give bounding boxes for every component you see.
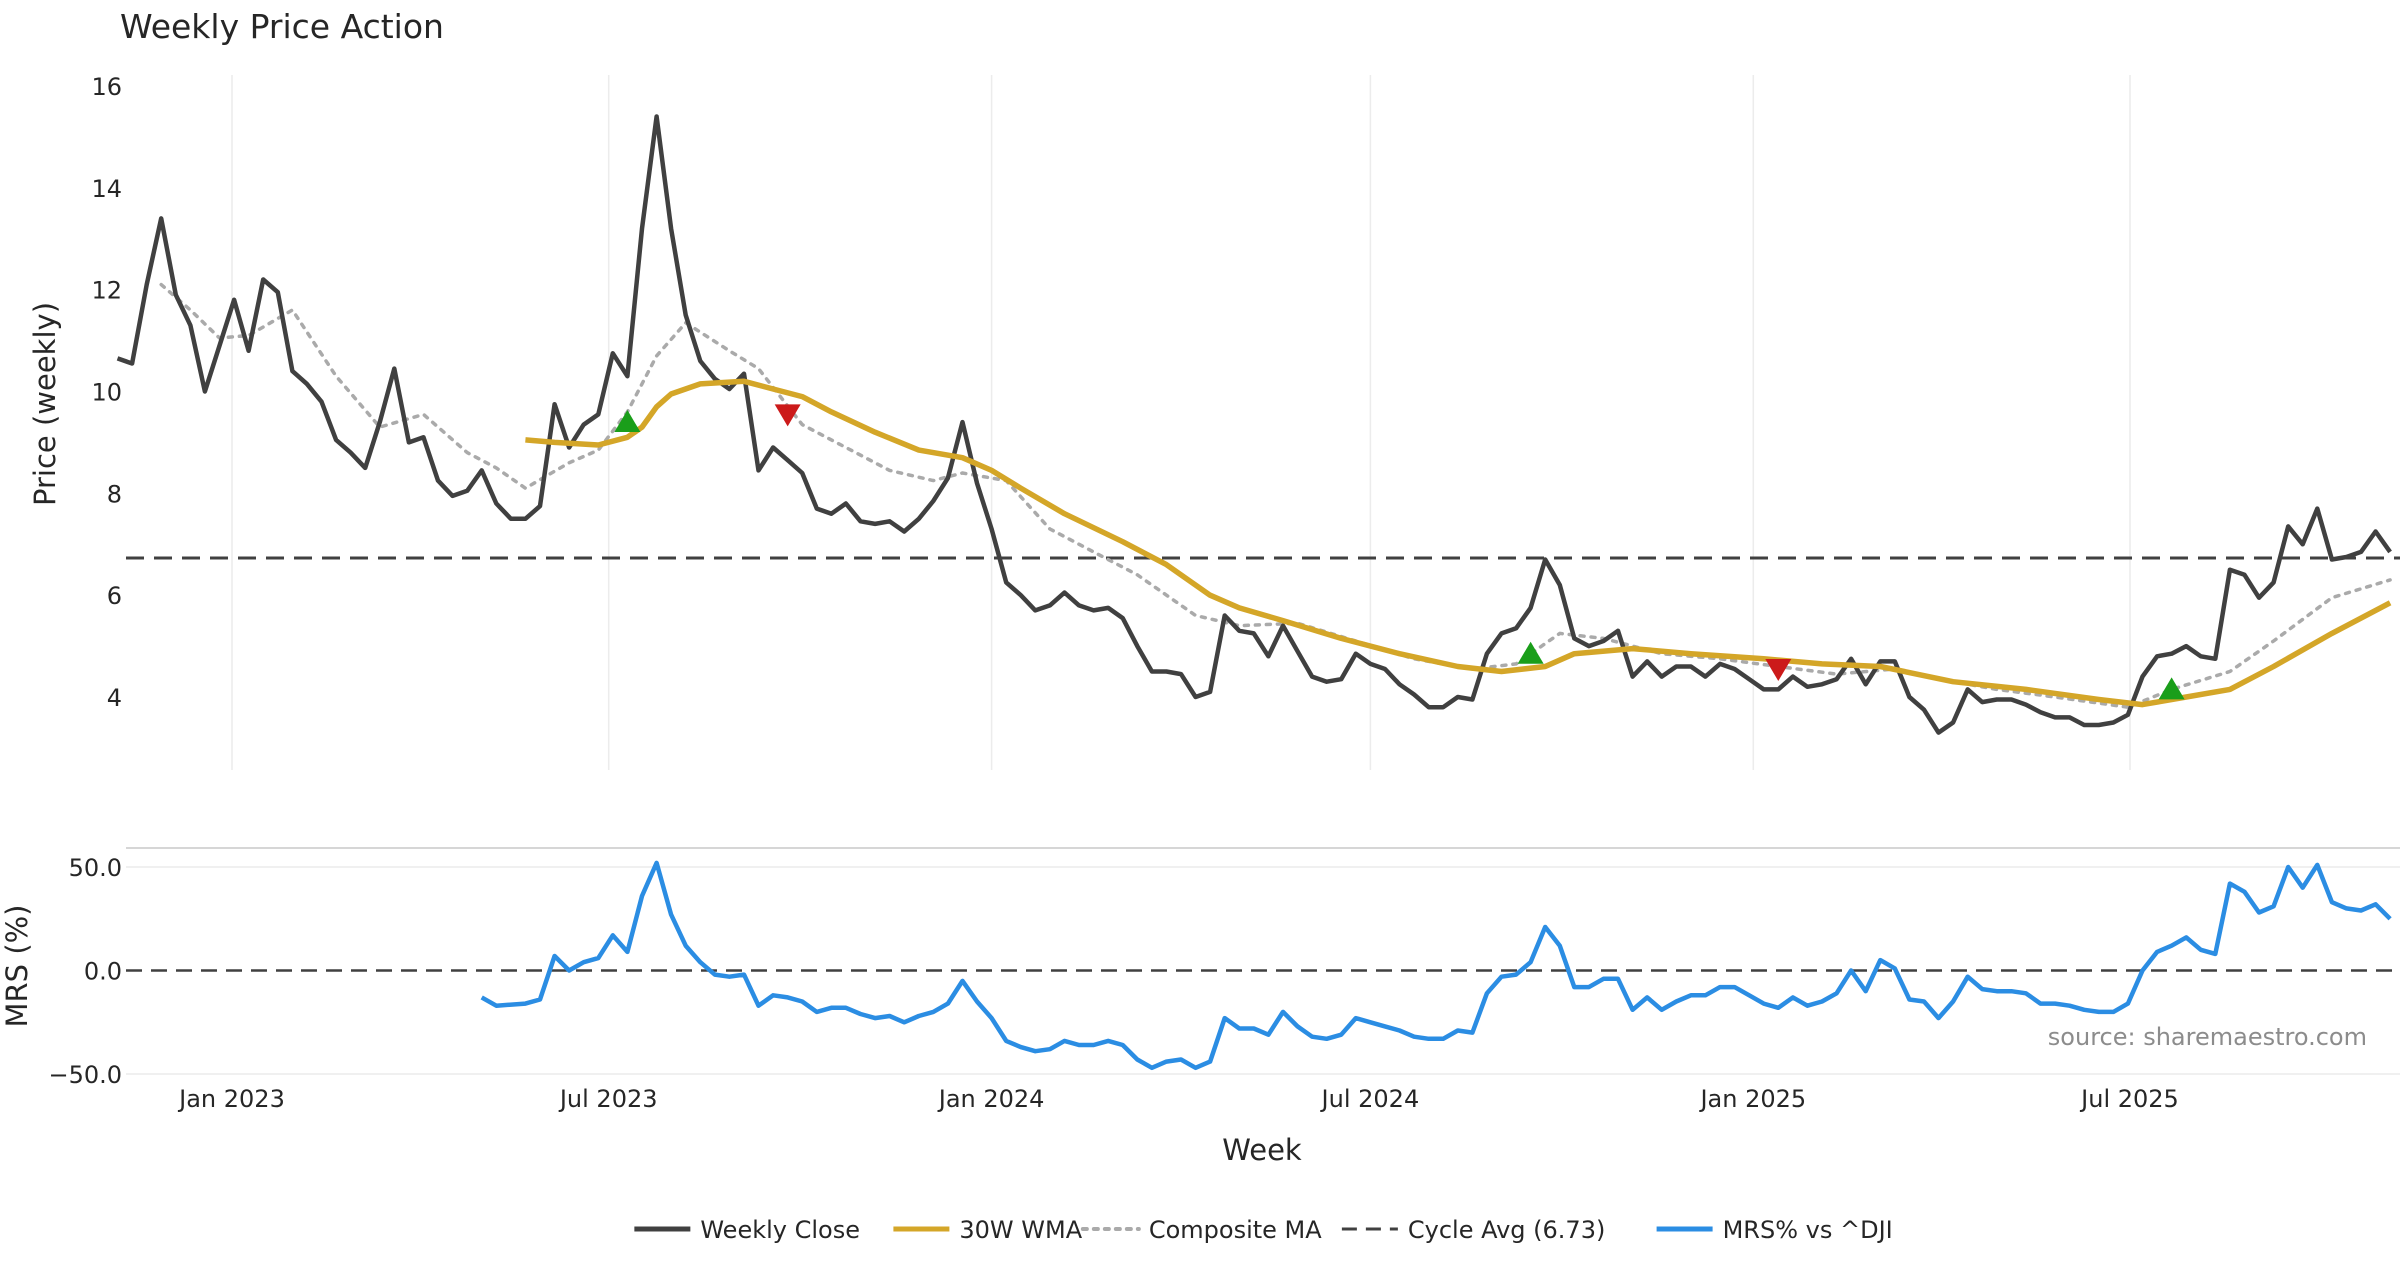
legend-label: MRS% vs ^DJI (1723, 1216, 1893, 1244)
x-tick-label: Jan 2023 (177, 1085, 285, 1113)
gridlines (126, 75, 2400, 1075)
legend: Weekly Close 30W WMA Composite MA Cycle Avg… (634, 1216, 1893, 1244)
mrs-line (480, 860, 2392, 1071)
buy-signal-marker (614, 410, 641, 433)
legend-label: Weekly Close (700, 1216, 860, 1244)
price-tick-label: 8 (107, 480, 122, 508)
signal-markers (614, 404, 2185, 700)
price-tick-label: 4 (107, 684, 122, 712)
mrs-axis-label: MRS (%) (0, 905, 34, 1028)
x-tick-label: Jul 2025 (2079, 1085, 2179, 1113)
source-note: source: sharemaestro.com (2048, 1023, 2367, 1051)
sell-signal-marker (774, 404, 801, 427)
mrs-tick-label: 50.0 (69, 854, 122, 882)
price-tick-label: 14 (91, 175, 122, 203)
weekly-close-line (116, 114, 2392, 735)
mrs-tick-label: −50.0 (48, 1061, 122, 1089)
buy-signal-marker (2158, 677, 2185, 700)
price-tick-label: 12 (91, 277, 122, 305)
legend-label: Composite MA (1149, 1216, 1322, 1244)
x-axis-label: Week (1222, 1133, 1302, 1167)
chart-title: Weekly Price Action (120, 7, 444, 46)
reference-lines (126, 556, 2400, 972)
price-tick-label: 6 (107, 582, 122, 610)
x-tick-label: Jan 2025 (1698, 1085, 1806, 1113)
price-tick-label: 16 (91, 73, 122, 101)
30w-wma-line (525, 378, 2392, 708)
series-layer (116, 114, 2392, 1071)
buy-signal-marker (1517, 641, 1544, 664)
price-tick-label: 10 (91, 379, 122, 407)
price-axis-label: Price (weekly) (28, 302, 62, 506)
legend-label: 30W WMA (959, 1216, 1082, 1244)
x-tick-label: Jan 2024 (937, 1085, 1045, 1113)
sell-signal-marker (1765, 658, 1792, 681)
x-tick-label: Jul 2024 (1320, 1085, 1420, 1113)
x-tick-label: Jul 2023 (558, 1085, 658, 1113)
tick-labels: Jan 2023 Jul 2023 Jan 2024 Jul 2024 Jan 2025… (48, 73, 2178, 1113)
legend-label: Cycle Avg (6.73) (1408, 1216, 1605, 1244)
mrs-tick-label: 0.0 (84, 958, 122, 986)
